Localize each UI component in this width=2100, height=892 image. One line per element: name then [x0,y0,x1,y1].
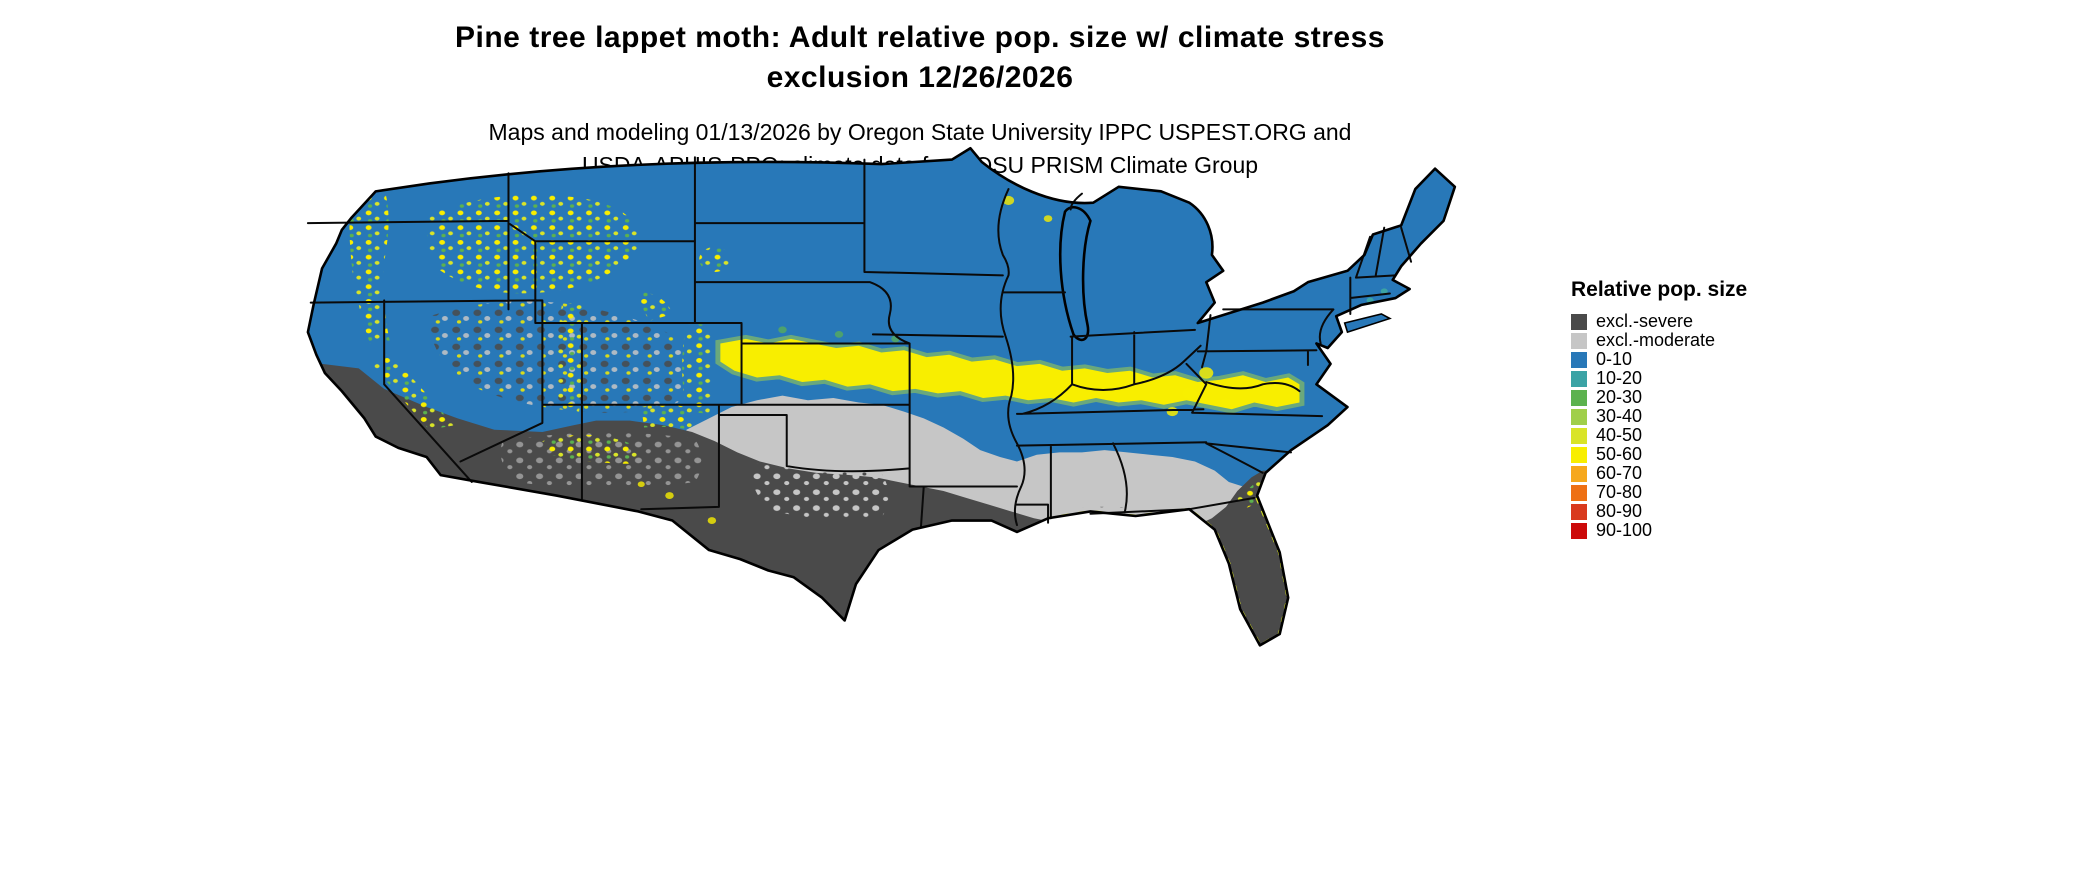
legend-swatch [1571,522,1587,539]
legend-swatch [1571,351,1587,368]
legend: Relative pop. size excl.-severe excl.-mo… [1571,278,1891,540]
texture-texas-mottle [751,461,889,520]
legend-label: excl.-severe [1596,311,1694,331]
long-island [1345,314,1390,332]
legend-item: 20-30 [1571,388,1891,407]
legend-swatch [1571,484,1587,501]
legend-item: excl.-severe [1571,312,1891,331]
legend-item: 40-50 [1571,426,1891,445]
legend-swatch [1571,313,1587,330]
legend-label: 40-50 [1596,425,1643,445]
map-title-line1: Pine tree lappet moth: Adult relative po… [455,21,1385,54]
legend-swatch [1571,408,1587,425]
texture-basin-range [429,301,686,413]
legend-swatch [1571,446,1587,463]
legend-label: 30-40 [1596,406,1643,426]
map-title-line2: exclusion 12/26/2026 [766,61,1074,94]
lake-michigan [1060,207,1090,340]
legend-label: 0-10 [1596,349,1633,369]
legend-swatch [1571,389,1587,406]
legend-label: 70-80 [1596,482,1643,502]
legend-item: 30-40 [1571,407,1891,426]
legend-swatch [1571,465,1587,482]
legend-swatch [1571,503,1587,520]
title-block: Pine tree lappet moth: Adult relative po… [0,18,1840,98]
legend-label: 80-90 [1596,501,1643,521]
legend-swatch [1571,332,1587,349]
legend-label: 20-30 [1596,387,1643,407]
us-outline [308,148,1455,645]
us-map [274,138,1517,768]
map-subtitle-line1: Maps and modeling 01/13/2026 by Oregon S… [488,119,1352,145]
legend-label: 50-60 [1596,444,1643,464]
legend-item: excl.-moderate [1571,331,1891,350]
texture-western-mountains [349,173,1300,510]
legend-label: 10-20 [1596,368,1643,388]
legend-item: 0-10 [1571,350,1891,369]
legend-item: 80-90 [1571,502,1891,521]
legend-swatch [1571,370,1587,387]
legend-title: Relative pop. size [1571,278,1748,301]
us-map-svg [274,138,1517,768]
legend-item: 10-20 [1571,369,1891,388]
band-yellow-50-60 [720,338,1300,410]
map-raster-layers [307,148,1455,646]
legend-swatch [1571,427,1587,444]
legend-label: 60-70 [1596,463,1643,483]
legend-item: 50-60 [1571,445,1891,464]
legend-item: 90-100 [1571,521,1891,540]
legend-label: excl.-moderate [1596,330,1716,350]
legend-label: 90-100 [1596,520,1653,540]
legend-item: 70-80 [1571,483,1891,502]
legend-item: 60-70 [1571,464,1891,483]
